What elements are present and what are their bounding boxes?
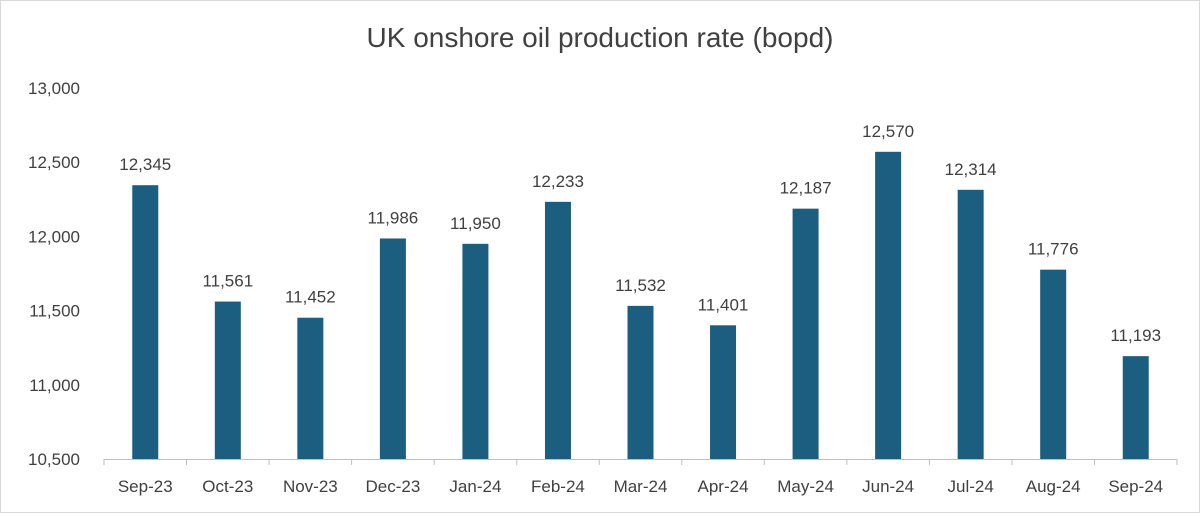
bar [379,238,406,459]
x-tick-label: May-24 [777,477,834,496]
bar [462,243,489,459]
data-label: 12,345 [119,155,171,174]
x-tick-label: Nov-23 [283,477,338,496]
data-label: 11,401 [698,295,749,314]
x-tick-label: Jul-24 [947,477,993,496]
value-labels: 12,345 11,561 11,452 11,986 11,950 12,233 11,5… [119,122,1161,345]
bar [297,317,324,459]
x-tick-label: Mar-24 [614,477,668,496]
data-label: 11,532 [615,276,666,295]
data-label: 11,986 [368,208,419,227]
x-axis-ticks: Sep-23 Oct-23 Nov-23 Dec-23 Jan-24 Feb-24 Mar-… [103,459,1178,496]
data-label: 12,314 [945,160,997,179]
data-label: 12,570 [862,122,914,141]
data-label: 11,950 [450,214,501,233]
data-label: 11,776 [1028,240,1079,259]
data-label: 11,193 [1110,326,1161,345]
bar [1122,356,1149,459]
data-label: 11,452 [285,288,336,307]
x-tick-label: Dec-23 [365,477,420,496]
y-tick-label: 13,000 [28,79,80,98]
y-tick-label: 11,000 [29,376,80,395]
y-axis-ticks: 10,500 11,000 11,500 12,000 12,500 13,000 [28,79,80,469]
x-tick-label: Feb-24 [531,477,585,496]
bar [710,325,737,459]
x-tick-label: Jun-24 [862,477,914,496]
x-tick-label: Apr-24 [698,477,749,496]
bar [1040,269,1067,459]
bar [792,208,819,459]
bar [627,305,654,459]
x-tick-label: Oct-23 [202,477,253,496]
x-tick-label: Aug-24 [1026,477,1081,496]
chart-title: UK onshore oil production rate (bopd) [366,22,834,53]
y-tick-label: 12,000 [28,227,80,246]
x-tick-label: Sep-23 [118,477,173,496]
bar [544,201,571,459]
bar [875,151,902,459]
data-label: 12,233 [532,172,584,191]
bar [214,301,241,459]
data-label: 11,561 [202,272,253,291]
bar [957,189,984,459]
y-tick-label: 10,500 [28,450,80,469]
x-tick-label: Sep-24 [1108,477,1163,496]
data-label: 12,187 [780,179,832,198]
y-tick-label: 11,500 [29,302,80,321]
x-tick-label: Jan-24 [449,477,501,496]
y-tick-label: 12,500 [28,153,80,172]
bars [132,151,1149,459]
bar [132,185,159,459]
